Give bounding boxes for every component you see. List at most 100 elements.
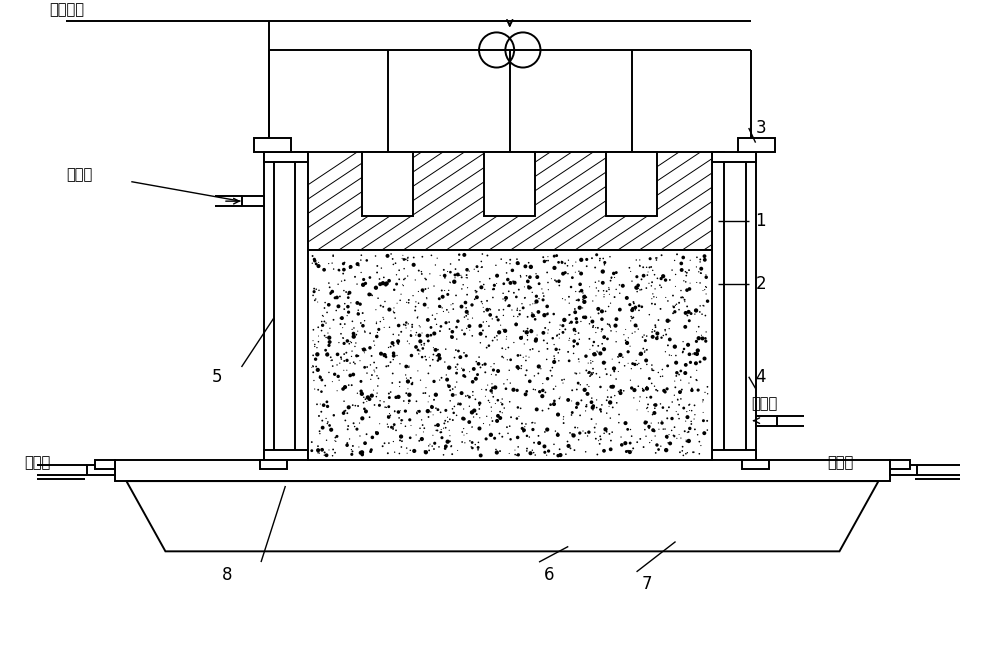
Point: [508, 319, 524, 330]
Point: [379, 278, 395, 289]
Point: [401, 361, 417, 371]
Point: [691, 266, 707, 277]
Point: [420, 315, 436, 325]
Point: [673, 375, 689, 385]
Point: [517, 292, 533, 303]
Point: [580, 431, 596, 442]
Point: [564, 396, 580, 407]
Point: [678, 360, 694, 370]
Point: [637, 335, 653, 346]
Point: [385, 329, 401, 340]
Point: [675, 292, 691, 303]
Point: [558, 449, 574, 459]
Point: [385, 354, 401, 365]
Point: [615, 280, 631, 291]
Point: [368, 305, 384, 315]
Point: [325, 251, 341, 262]
Point: [494, 394, 510, 405]
Point: [673, 366, 689, 376]
Point: [695, 407, 711, 418]
Point: [344, 324, 360, 334]
Point: [350, 309, 366, 319]
Point: [518, 389, 534, 400]
Point: [546, 309, 562, 319]
Point: [494, 352, 510, 362]
Point: [521, 257, 537, 268]
Point: [548, 381, 564, 391]
Point: [403, 350, 419, 361]
Point: [634, 274, 650, 285]
Point: [385, 368, 401, 379]
Point: [596, 332, 612, 342]
Point: [373, 263, 389, 274]
Point: [635, 383, 651, 394]
Point: [673, 258, 689, 269]
Point: [345, 400, 361, 410]
Point: [385, 338, 401, 348]
Point: [413, 375, 429, 385]
Point: [449, 410, 465, 420]
Point: [665, 301, 681, 311]
Point: [578, 401, 594, 412]
Point: [546, 357, 562, 368]
Point: [620, 346, 636, 357]
Point: [358, 345, 374, 356]
Point: [552, 444, 568, 455]
Point: [697, 387, 713, 398]
Point: [551, 356, 567, 366]
Point: [591, 286, 607, 296]
Point: [418, 382, 434, 393]
Point: [505, 276, 521, 287]
Point: [589, 346, 605, 356]
Point: [432, 301, 448, 312]
Point: [368, 251, 384, 261]
Point: [322, 420, 338, 431]
Point: [421, 352, 437, 362]
Point: [581, 427, 597, 438]
Point: [359, 429, 375, 440]
Point: [568, 317, 584, 328]
Point: [624, 446, 640, 456]
Point: [546, 439, 562, 449]
Point: [484, 379, 500, 389]
Point: [623, 311, 639, 322]
Point: [596, 286, 612, 296]
Bar: [890, 465, 917, 475]
Point: [432, 326, 448, 336]
Point: [468, 373, 484, 384]
Point: [608, 327, 624, 337]
Point: [671, 413, 687, 424]
Point: [349, 279, 365, 290]
Point: [436, 418, 452, 429]
Point: [654, 250, 670, 260]
Point: [431, 350, 447, 360]
Point: [578, 351, 594, 362]
Point: [438, 344, 454, 354]
Point: [366, 365, 382, 375]
Bar: [484, 153, 535, 215]
Point: [476, 279, 492, 290]
Point: [488, 381, 504, 392]
Point: [316, 450, 332, 461]
Point: [540, 284, 556, 295]
Point: [346, 357, 362, 368]
Point: [675, 347, 691, 358]
Point: [502, 397, 518, 407]
Point: [461, 321, 477, 331]
Point: [516, 338, 532, 349]
Point: [629, 321, 645, 332]
Point: [473, 256, 489, 267]
Point: [381, 322, 397, 332]
Point: [548, 276, 564, 287]
Point: [513, 403, 529, 414]
Point: [551, 257, 567, 268]
Point: [602, 397, 618, 408]
Point: [567, 267, 583, 278]
Point: [367, 340, 383, 350]
Point: [417, 273, 433, 284]
Point: [503, 434, 519, 445]
Point: [595, 266, 611, 277]
Point: [354, 389, 370, 399]
Point: [648, 447, 664, 458]
Point: [356, 348, 372, 358]
